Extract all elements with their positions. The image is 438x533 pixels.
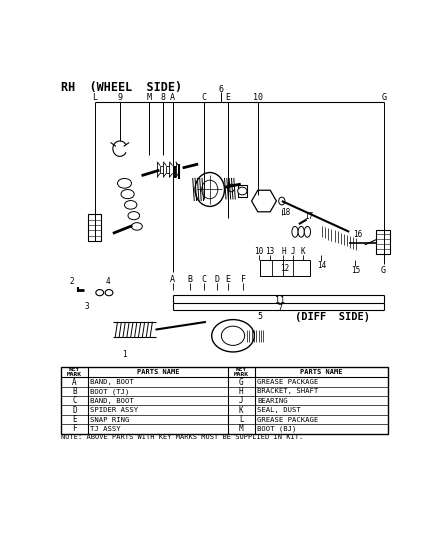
Text: C: C (202, 275, 207, 284)
Bar (88, 214, 101, 241)
Text: BRACKET, SHAFT: BRACKET, SHAFT (257, 389, 318, 394)
Ellipse shape (96, 289, 103, 296)
Text: PARTS NAME: PARTS NAME (300, 369, 343, 375)
Ellipse shape (228, 184, 235, 192)
Text: 10: 10 (254, 247, 263, 255)
Text: 10: 10 (253, 93, 263, 102)
Text: 16: 16 (353, 230, 362, 239)
Text: E: E (225, 275, 230, 284)
Text: 11: 11 (275, 296, 285, 305)
Text: E: E (72, 415, 77, 424)
Text: D: D (72, 406, 77, 415)
Text: 17: 17 (304, 212, 314, 221)
Ellipse shape (117, 179, 131, 188)
Text: (DIFF  SIDE): (DIFF SIDE) (295, 311, 370, 321)
Text: G: G (381, 93, 387, 102)
Text: BOOT (TJ): BOOT (TJ) (90, 388, 130, 394)
Ellipse shape (212, 320, 254, 352)
Text: 13: 13 (265, 247, 275, 255)
Bar (238, 185, 247, 197)
Text: 14: 14 (317, 261, 326, 270)
Text: K: K (239, 406, 244, 415)
Text: L: L (92, 93, 98, 102)
Text: L: L (239, 415, 244, 424)
Text: 12: 12 (280, 263, 290, 272)
Text: KEY
MARK: KEY MARK (233, 367, 249, 377)
Text: 8: 8 (161, 93, 166, 102)
Text: E: E (225, 93, 230, 102)
Text: KEY
MARK: KEY MARK (67, 367, 82, 377)
Text: 1: 1 (122, 350, 127, 359)
Text: GREASE PACKAGE: GREASE PACKAGE (257, 379, 318, 385)
Text: D: D (215, 275, 220, 284)
Ellipse shape (279, 197, 285, 205)
Text: 3: 3 (85, 302, 90, 311)
Text: A: A (170, 93, 175, 102)
Text: B: B (188, 275, 193, 284)
Bar (61, 367, 388, 433)
Text: RH  (WHEEL  SIDE): RH (WHEEL SIDE) (61, 81, 182, 94)
Text: C: C (72, 396, 77, 405)
Text: 15: 15 (351, 266, 360, 275)
Text: PARTS NAME: PARTS NAME (137, 369, 179, 375)
Text: 5: 5 (258, 312, 263, 321)
Text: 6: 6 (219, 85, 224, 94)
Text: J: J (239, 396, 244, 405)
Text: GREASE PACKAGE: GREASE PACKAGE (257, 416, 318, 423)
Text: 18: 18 (281, 208, 290, 217)
Ellipse shape (121, 190, 134, 199)
Text: F: F (240, 275, 246, 284)
Text: F: F (72, 424, 77, 433)
Text: H: H (239, 387, 244, 396)
Text: BAND, BOOT: BAND, BOOT (90, 379, 134, 385)
Ellipse shape (304, 227, 311, 237)
Text: A: A (170, 275, 175, 284)
Ellipse shape (195, 173, 224, 206)
Text: G: G (381, 266, 386, 275)
Ellipse shape (201, 180, 218, 199)
Text: M: M (147, 93, 152, 102)
Text: SEAL, DUST: SEAL, DUST (257, 407, 301, 413)
Text: BOOT (BJ): BOOT (BJ) (257, 426, 297, 432)
Text: BAND, BOOT: BAND, BOOT (90, 398, 134, 404)
Text: BEARING: BEARING (257, 398, 288, 404)
Text: NOTE: ABOVE PARTS WITH KEY MARKS MUST BE SUPPLIED IN KIT.: NOTE: ABOVE PARTS WITH KEY MARKS MUST BE… (61, 434, 303, 440)
Text: 4: 4 (105, 277, 110, 286)
Text: 2: 2 (70, 277, 74, 286)
Polygon shape (251, 190, 276, 212)
Text: 9: 9 (117, 93, 122, 102)
Bar (376, 230, 389, 254)
Text: A: A (72, 377, 77, 386)
Ellipse shape (124, 200, 137, 209)
Text: TJ ASSY: TJ ASSY (90, 426, 121, 432)
Bar (260, 260, 310, 276)
Text: J: J (291, 247, 296, 255)
Text: SNAP RING: SNAP RING (90, 416, 130, 423)
Ellipse shape (298, 227, 304, 237)
Text: G: G (239, 377, 244, 386)
Text: C: C (202, 93, 207, 102)
Text: 7: 7 (277, 304, 282, 312)
Ellipse shape (238, 187, 247, 195)
Ellipse shape (221, 326, 245, 345)
Ellipse shape (105, 289, 113, 296)
Text: SPIDER ASSY: SPIDER ASSY (90, 407, 138, 413)
Ellipse shape (128, 212, 140, 220)
Text: K: K (300, 247, 305, 255)
Text: M: M (239, 424, 244, 433)
Text: H: H (281, 247, 286, 255)
Ellipse shape (292, 227, 298, 237)
Text: B: B (72, 387, 77, 396)
Ellipse shape (131, 223, 142, 230)
